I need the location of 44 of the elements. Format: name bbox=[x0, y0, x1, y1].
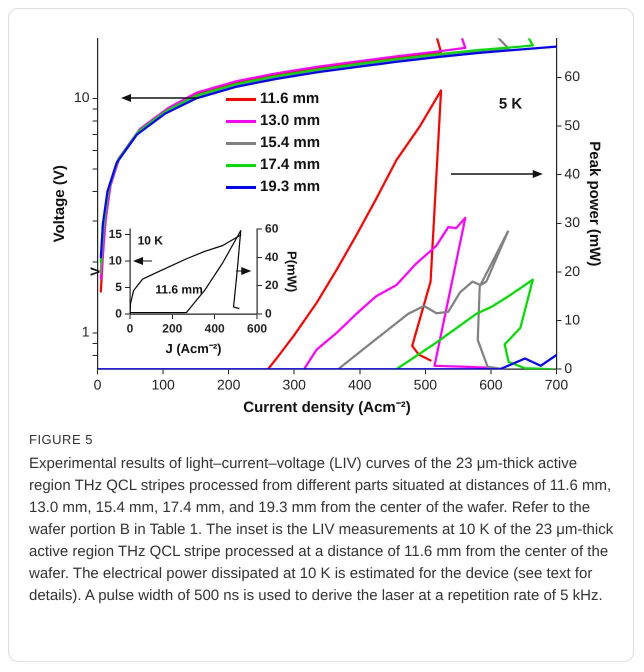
y-axis-title: Voltage (V) bbox=[51, 165, 68, 242]
legend-label: 17.4 mm bbox=[260, 155, 320, 176]
y-tick-label: 15 bbox=[108, 226, 122, 240]
y-tick-label: 5 bbox=[114, 279, 122, 294]
y2-tick-label: 40 bbox=[264, 249, 278, 264]
text: Experimental results of light–current–voltage (LIV) curves of the 23 μm-thick active region THz QCL stripes processed from different parts situated at distances of 11.6 mm, 13.0 mm, 15.4 mm, 17.4 mm, and 19.3 mm from the center of the wafer. Refer to the wafer portion B in Table 1. The inset is the LIV measurements at 10 K of the 23 μm-thick active region THz QCL stripe processed at a distance of 11.6 mm from the center of the wafer. The electrical power dissipated at 10 K is estimated for the device (see text for details). A pulse width of 500 ns is used to derive the laser at a repetition rate of 5 kHz. bbox=[29, 454, 614, 606]
y2-axis-title: Peak power (mW) bbox=[586, 141, 603, 266]
y2-tick-label: 50 bbox=[564, 116, 580, 133]
x-tick-label: 600 bbox=[246, 321, 267, 336]
y2-tick-label: 10 bbox=[564, 311, 580, 328]
annotation: 10 K bbox=[137, 233, 163, 248]
y2-tick-label: 0 bbox=[264, 306, 272, 320]
x-tick-label: 0 bbox=[94, 376, 102, 392]
y2-tick-label: 60 bbox=[264, 221, 278, 236]
x-tick-label: 200 bbox=[162, 321, 182, 336]
y2-tick-label: 60 bbox=[564, 68, 580, 84]
x-axis-title: Current density (Acm⁻²) bbox=[243, 399, 411, 416]
x-tick-label: 500 bbox=[414, 376, 438, 392]
y2-axis-title: P(mW) bbox=[284, 250, 300, 292]
x-tick-label: 100 bbox=[151, 376, 176, 392]
x-axis-title: J (Acm⁻²) bbox=[165, 340, 222, 356]
y2-tick-label: 20 bbox=[264, 278, 278, 292]
x-tick-label: 400 bbox=[204, 321, 225, 336]
y2-tick-label: 0 bbox=[564, 360, 572, 376]
legend-label: 13.0 mm bbox=[260, 111, 320, 132]
y2-tick-label: 20 bbox=[564, 262, 580, 279]
legend-label: 11.6 mm bbox=[260, 89, 320, 110]
caption: FIGURE 5 bbox=[29, 431, 94, 449]
annotation: 5 K bbox=[498, 96, 522, 113]
y-axis-title: V bbox=[86, 266, 102, 276]
x-tick-label: 300 bbox=[282, 376, 306, 392]
annotation: 11.6 mm bbox=[154, 282, 202, 296]
y-tick-label: 10 bbox=[108, 252, 122, 267]
y2-tick-label: 40 bbox=[564, 165, 580, 182]
x-tick-label: 400 bbox=[348, 376, 372, 392]
y-tick-label: 1 bbox=[82, 324, 90, 340]
legend-label: 19.3 mm bbox=[260, 177, 320, 198]
legend-label: 15.4 mm bbox=[260, 133, 320, 154]
x-tick-label: 200 bbox=[216, 376, 241, 392]
x-tick-label: 0 bbox=[126, 321, 134, 336]
y2-tick-label: 30 bbox=[564, 214, 580, 230]
x-tick-label: 700 bbox=[544, 376, 568, 392]
x-tick-label: 600 bbox=[479, 376, 503, 392]
y-tick-label: 0 bbox=[114, 306, 122, 320]
